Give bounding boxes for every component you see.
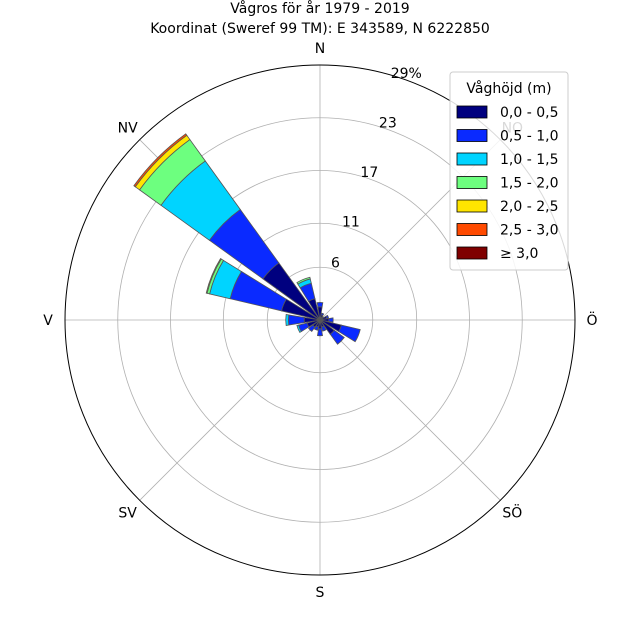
legend-entry-label: 0,5 - 1,0	[500, 129, 558, 145]
legend-swatch	[456, 223, 488, 236]
rose-bar-segment	[308, 324, 316, 332]
legend-entry-label: 1,5 - 2,0	[500, 176, 558, 192]
legend-swatch	[456, 199, 488, 213]
legend-title: Våghöjd (m)	[466, 80, 551, 97]
legend-box	[449, 71, 569, 271]
rose-bar-segment	[317, 328, 323, 337]
legend-swatch	[456, 129, 488, 142]
legend-entry-label: 0,0 - 0,5	[500, 105, 558, 121]
legend-swatch	[456, 176, 488, 189]
legend-entry-label: 1,0 - 1,5	[500, 152, 558, 168]
rose-bars	[133, 133, 361, 345]
rose-bar-segment	[205, 257, 222, 294]
direction-label: SÖ	[502, 503, 522, 521]
radial-tick-label: 6	[331, 256, 340, 272]
rose-bar-segment	[296, 276, 311, 285]
legend-swatch	[456, 105, 488, 119]
radial-tick-label: 17	[360, 165, 378, 181]
chart-title-line2: Koordinat (Sweref 99 TM): E 343589, N 62…	[150, 21, 490, 37]
outer-circle	[64, 64, 576, 576]
legend-entry-label: 2,5 - 3,0	[500, 223, 558, 239]
rose-bar-segment	[296, 324, 302, 334]
radial-tick-label: 29%	[391, 66, 422, 82]
direction-label: SV	[118, 505, 137, 521]
grid-circle	[170, 170, 470, 470]
direction-label: Ö	[586, 311, 597, 329]
rose-bar-segment	[329, 329, 345, 345]
rose-bar-segment	[328, 317, 334, 323]
legend: Våghöjd (m) 0,0 - 0,5 0,5 - 1,0 1,0 - 1,5 1,…	[449, 71, 569, 271]
radial-tick-label: 23	[379, 116, 397, 132]
legend-swatch	[456, 246, 488, 260]
rose-bar-segment	[320, 312, 325, 317]
grid-circle	[266, 266, 374, 374]
rose-bar-segment	[313, 325, 319, 331]
radial-tick-labels: 6 11 17 23 29%	[331, 66, 422, 271]
legend-entry-label: 2,0 - 2,5	[500, 199, 558, 215]
rose-bar-segment	[285, 314, 290, 326]
spoke-line	[319, 319, 501, 501]
radial-tick-label: 11	[342, 214, 360, 230]
rose-bar-segment	[287, 314, 305, 326]
direction-label: NV	[118, 121, 138, 137]
polar-grid	[64, 64, 576, 576]
rose-bar-segment	[133, 133, 188, 188]
rose-bar-segment	[325, 314, 330, 319]
direction-label: V	[43, 313, 53, 329]
grid-circle	[222, 222, 418, 418]
grid-circle	[117, 117, 523, 523]
direction-label: N	[315, 41, 325, 57]
legend-swatch	[456, 152, 488, 166]
legend-entry-label: ≥ 3,0	[500, 246, 538, 262]
chart-title-line1: Vågros för år 1979 - 2019	[230, 0, 409, 17]
direction-label: S	[316, 585, 325, 601]
rose-bar-segment	[321, 325, 327, 332]
rose-bar-segment	[316, 302, 324, 308]
spoke-line	[139, 319, 321, 501]
rose-bar-segment	[338, 324, 361, 343]
